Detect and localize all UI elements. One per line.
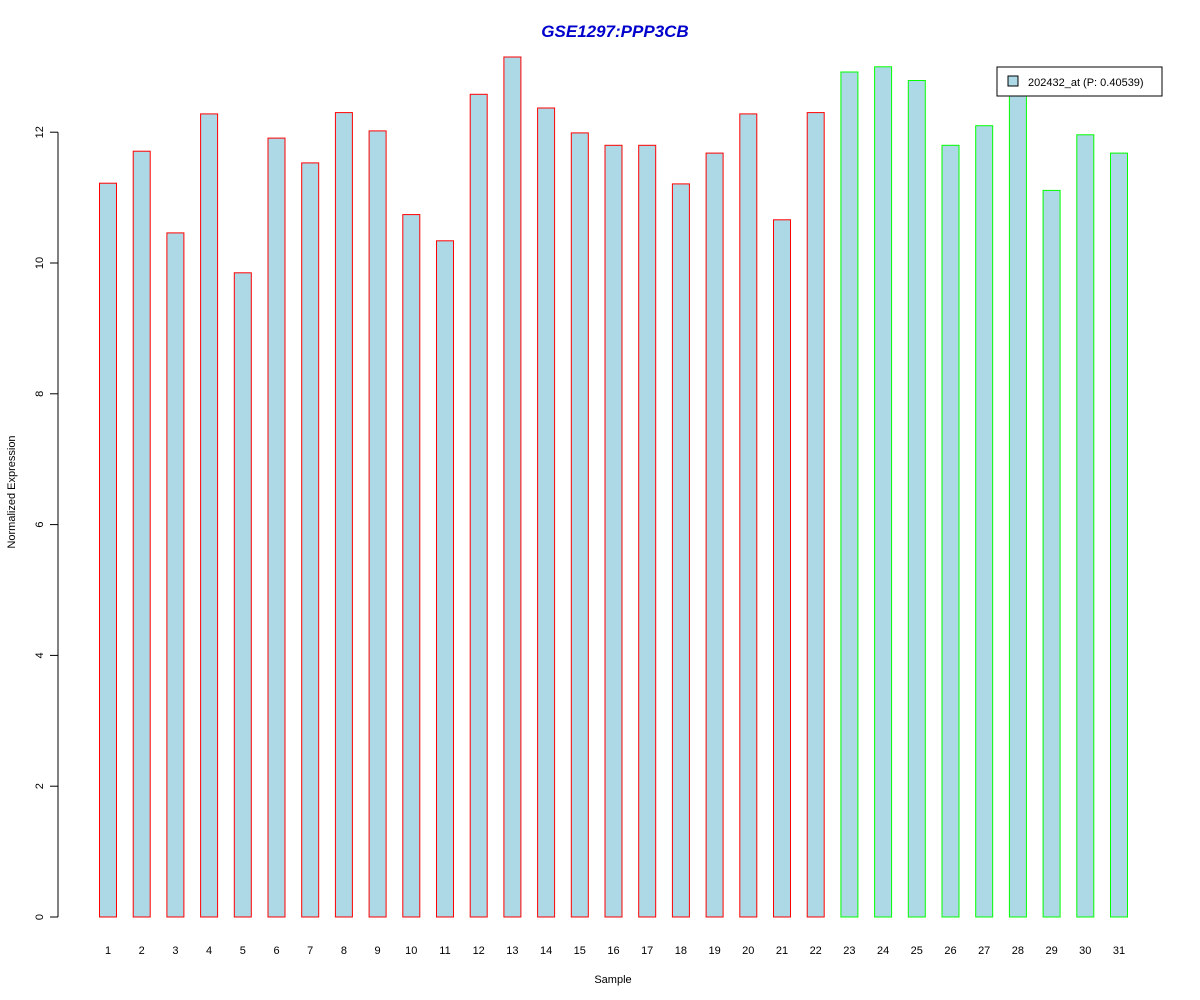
x-tick-label: 6 — [273, 945, 279, 957]
x-tick-label: 19 — [708, 945, 720, 957]
x-axis-label: Sample — [594, 974, 631, 986]
bars-group — [99, 56, 1128, 918]
bar-sample-24 — [874, 66, 893, 918]
bar-sample-29 — [1042, 189, 1061, 918]
x-tick-label: 1 — [105, 945, 111, 957]
x-tick-label: 9 — [375, 945, 381, 957]
bar-sample-3 — [166, 232, 185, 918]
y-tick-label: 6 — [34, 522, 46, 528]
bar-sample-18 — [671, 183, 690, 918]
bar-sample-23 — [840, 71, 859, 918]
bar-sample-7 — [301, 162, 320, 918]
x-tick-label: 27 — [978, 945, 990, 957]
bar-sample-21 — [773, 219, 791, 918]
bar-sample-19 — [705, 152, 724, 918]
x-tick-label: 20 — [742, 945, 754, 957]
bar-sample-13 — [503, 56, 522, 918]
y-tick-label: 0 — [34, 914, 46, 920]
x-tick-label: 24 — [877, 945, 889, 957]
bar-sample-30 — [1076, 134, 1095, 918]
x-tick-label: 29 — [1045, 945, 1057, 957]
x-tick-label: 23 — [843, 945, 855, 957]
bar-sample-15 — [570, 132, 589, 918]
bar-sample-6 — [267, 137, 286, 918]
bar-sample-22 — [806, 112, 825, 918]
legend-box — [996, 66, 1163, 97]
legend-swatch — [1007, 75, 1019, 87]
y-tick-label: 8 — [34, 391, 46, 397]
x-tick-label: 25 — [911, 945, 923, 957]
legend: 202432_at (P: 0.40539) — [996, 66, 1163, 97]
bar-sample-9 — [368, 130, 387, 918]
x-tick-label: 3 — [172, 945, 178, 957]
bar-sample-20 — [739, 113, 758, 918]
x-tick-labels: 1 2 3 4 5 6 7 8 9 10 11 12 13 14 15 16 17 18 19 20 21 22 23 24 2… — [105, 945, 1125, 957]
bar-sample-27 — [975, 125, 994, 918]
y-tick-label: 10 — [34, 257, 46, 269]
bar-sample-2 — [132, 150, 151, 918]
x-tick-label: 12 — [473, 945, 485, 957]
x-tick-label: 15 — [574, 945, 586, 957]
x-tick-label: 14 — [540, 945, 552, 957]
x-tick-label: 8 — [341, 945, 347, 957]
y-axis: 0 2 4 6 8 10 12 — [34, 126, 59, 920]
y-axis-label: Normalized Expression — [6, 435, 18, 548]
x-tick-label: 5 — [240, 945, 246, 957]
chart-title: GSE1297:PPP3CB — [541, 22, 688, 41]
x-tick-label: 4 — [206, 945, 212, 957]
x-tick-label: 16 — [607, 945, 619, 957]
bar-sample-25 — [907, 80, 926, 918]
y-tick-label: 2 — [34, 783, 46, 789]
x-tick-label: 17 — [641, 945, 653, 957]
x-tick-label: 21 — [776, 945, 788, 957]
bar-sample-5 — [233, 272, 252, 918]
x-tick-label: 18 — [675, 945, 687, 957]
bar-sample-28 — [1008, 91, 1027, 918]
x-tick-label: 13 — [506, 945, 518, 957]
bar-sample-4 — [200, 113, 219, 918]
x-tick-label: 31 — [1113, 945, 1125, 957]
bar-sample-10 — [402, 214, 421, 918]
bar-sample-17 — [638, 144, 657, 918]
y-tick-label: 4 — [34, 652, 46, 658]
x-tick-label: 28 — [1012, 945, 1024, 957]
legend-label: 202432_at (P: 0.40539) — [1028, 77, 1144, 89]
bar-sample-8 — [334, 112, 353, 918]
x-tick-label: 2 — [139, 945, 145, 957]
bar-sample-26 — [941, 144, 960, 918]
bar-sample-16 — [604, 144, 623, 918]
x-tick-label: 30 — [1079, 945, 1091, 957]
x-tick-label: 11 — [439, 945, 450, 957]
bar-sample-14 — [537, 107, 556, 918]
x-tick-label: 10 — [405, 945, 417, 957]
x-tick-label: 22 — [810, 945, 822, 957]
bar-sample-31 — [1110, 152, 1128, 918]
x-tick-label: 26 — [944, 945, 956, 957]
bar-sample-1 — [99, 182, 117, 918]
y-tick-label: 12 — [34, 126, 46, 138]
bar-sample-12 — [469, 93, 488, 918]
bar-sample-11 — [436, 240, 454, 918]
x-tick-label: 7 — [307, 945, 313, 957]
